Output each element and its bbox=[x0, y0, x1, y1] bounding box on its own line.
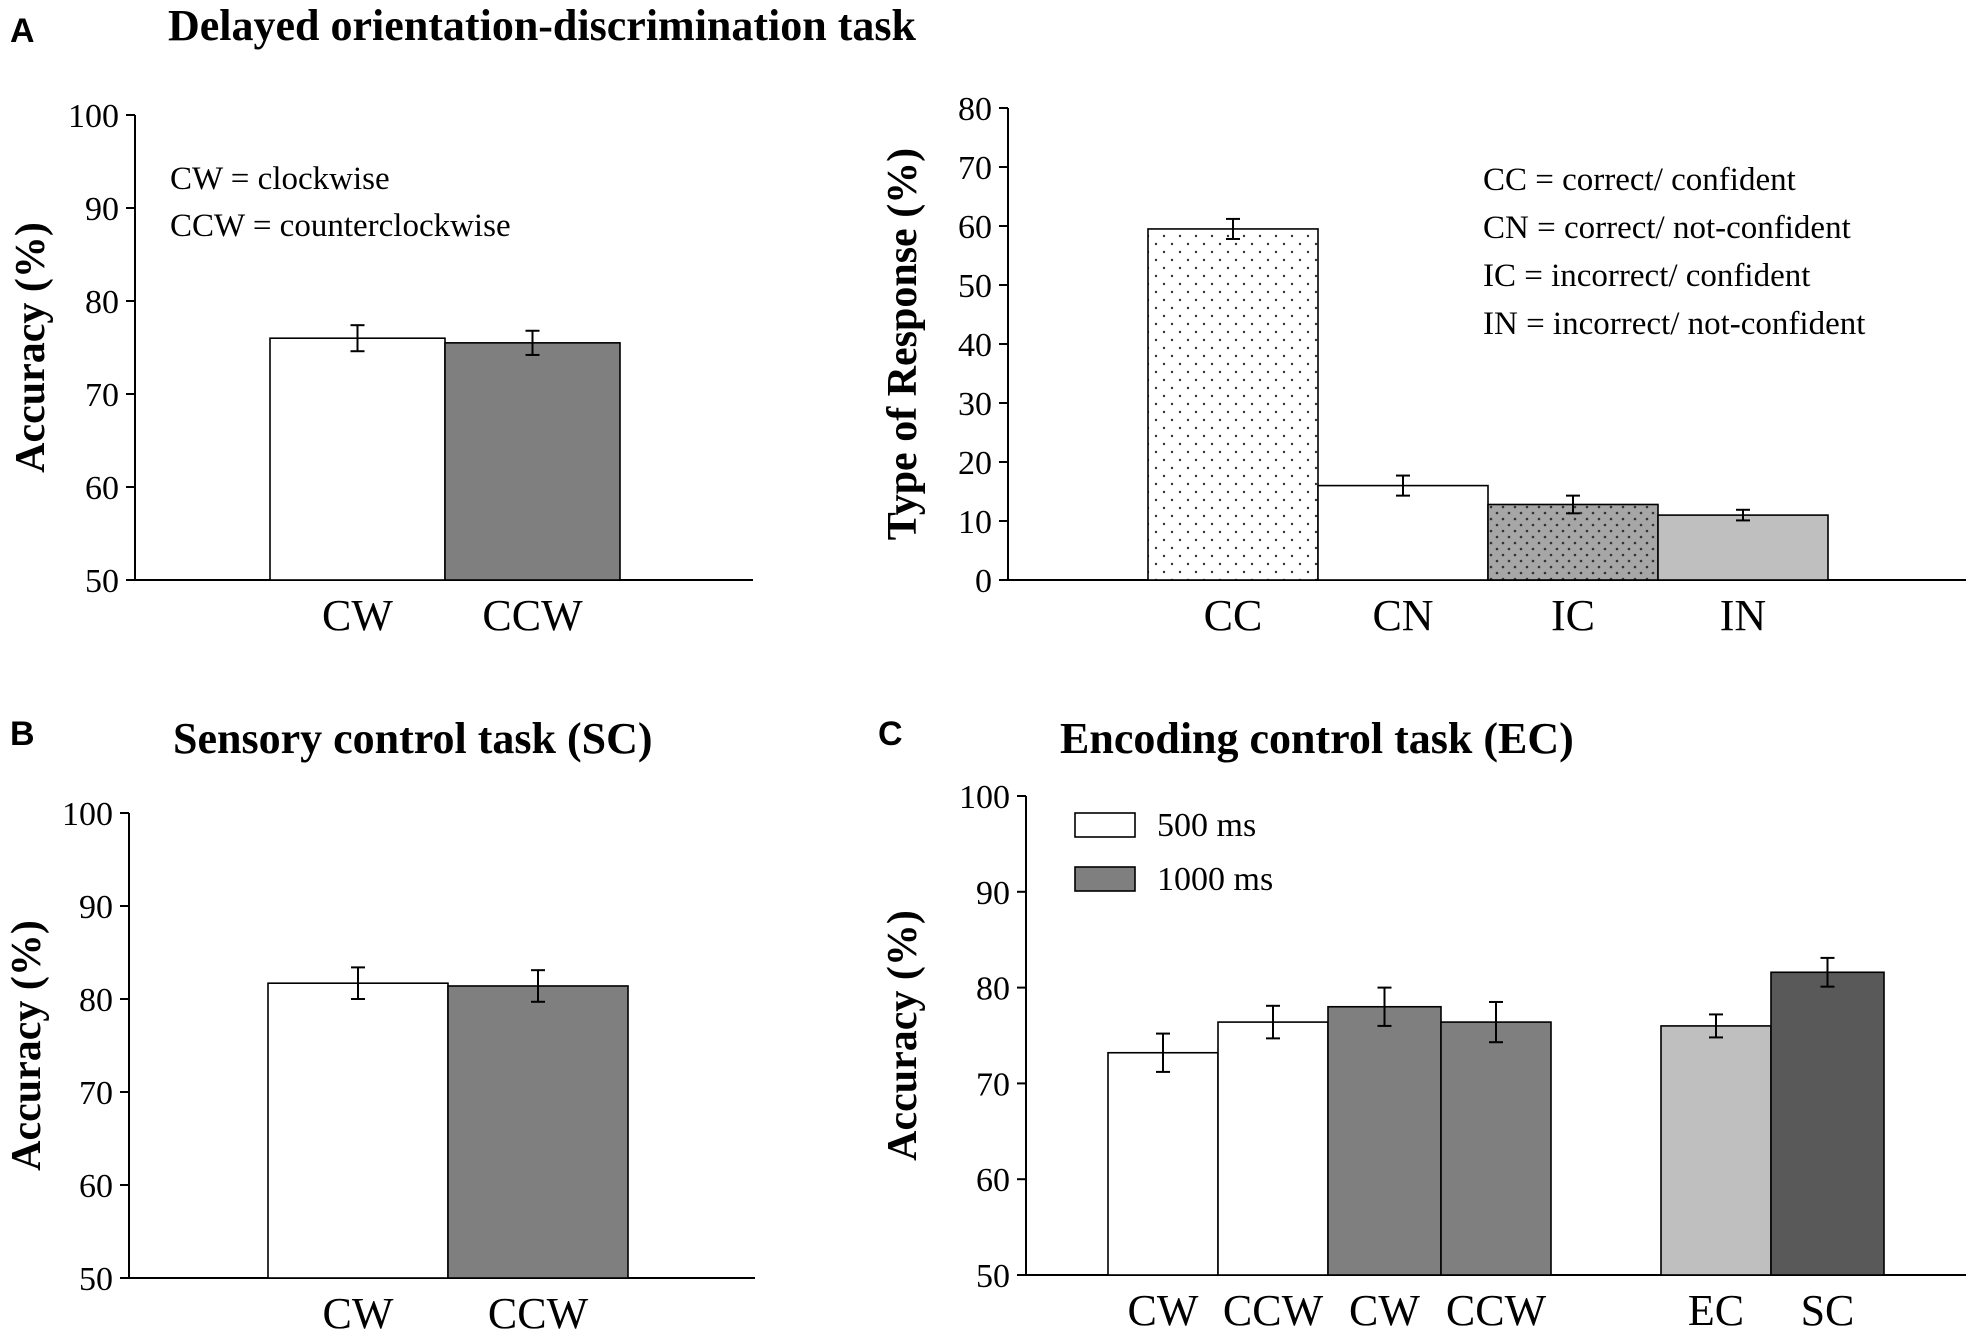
y-tick-label: 60 bbox=[85, 470, 119, 507]
bar-sc bbox=[1770, 971, 1885, 1276]
y-tick-label: 10 bbox=[958, 504, 992, 541]
x-tick-label: CW bbox=[323, 1289, 394, 1338]
bar-cc bbox=[1147, 228, 1319, 581]
bar-ccw bbox=[1440, 1021, 1552, 1276]
y-tick-label: 90 bbox=[85, 191, 119, 228]
legend-swatch bbox=[1074, 866, 1136, 892]
x-tick-label: CN bbox=[1372, 591, 1433, 640]
y-tick-label: 90 bbox=[79, 889, 113, 926]
legend-label: 500 ms bbox=[1157, 807, 1256, 844]
y-tick-label: 30 bbox=[958, 386, 992, 423]
bar-cw bbox=[1107, 1051, 1219, 1276]
panel-letter-c: C bbox=[878, 715, 903, 753]
x-tick-label: CCW bbox=[488, 1289, 589, 1338]
x-tick-label: IN bbox=[1720, 591, 1766, 640]
x-tick-label: SC bbox=[1801, 1286, 1855, 1335]
note-line: CW = clockwise bbox=[170, 161, 390, 197]
y-axis-label: Type of Response (%) bbox=[880, 148, 926, 540]
bar-cw bbox=[1327, 1005, 1442, 1276]
y-tick-label: 80 bbox=[85, 284, 119, 321]
bar-in bbox=[1657, 514, 1829, 581]
y-tick-label: 100 bbox=[68, 98, 119, 135]
y-tick-label: 100 bbox=[62, 796, 113, 833]
bar-cw bbox=[269, 337, 446, 581]
x-tick-label: EC bbox=[1688, 1286, 1744, 1335]
bar-ccw bbox=[1217, 1021, 1329, 1276]
y-tick-label: 60 bbox=[79, 1168, 113, 1205]
y-tick-label: 80 bbox=[79, 982, 113, 1019]
x-tick-label: IC bbox=[1551, 591, 1595, 640]
panel-title-b: Sensory control task (SC) bbox=[173, 714, 653, 763]
x-tick-label: CW bbox=[1128, 1286, 1199, 1335]
note-line: IC = incorrect/ confident bbox=[1483, 258, 1810, 294]
panel-letter-a: A bbox=[10, 12, 35, 50]
note-line: CCW = counterclockwise bbox=[170, 208, 511, 244]
legend-swatch bbox=[1074, 812, 1136, 838]
note-a1: CW = clockwise CCW = counterclockwise bbox=[170, 161, 511, 244]
y-tick-label: 40 bbox=[958, 327, 992, 364]
y-tick-label: 60 bbox=[958, 209, 992, 246]
y-tick-label: 50 bbox=[85, 563, 119, 600]
y-tick-label: 0 bbox=[975, 563, 992, 600]
y-axis-label: Accuracy (%) bbox=[4, 920, 50, 1171]
note-line: CC = correct/ confident bbox=[1483, 162, 1796, 198]
panel-title-c: Encoding control task (EC) bbox=[1060, 714, 1574, 763]
chart-c-accuracy: 50 60 70 80 90 100 Accuracy (%) CW CCW CW CCW EC SC bbox=[880, 779, 1966, 1335]
x-tick-label: CW bbox=[1349, 1286, 1420, 1335]
note-line: CN = correct/ not-confident bbox=[1483, 210, 1851, 246]
legend-c: 500 ms 1000 ms bbox=[1074, 807, 1273, 898]
y-tick-label: 60 bbox=[976, 1162, 1010, 1199]
y-tick-label: 90 bbox=[976, 875, 1010, 912]
y-tick-label: 80 bbox=[958, 91, 992, 128]
y-tick-label: 70 bbox=[85, 377, 119, 414]
y-tick-label: 70 bbox=[976, 1066, 1010, 1103]
bar-ic bbox=[1487, 503, 1659, 581]
bar-cn bbox=[1317, 484, 1489, 581]
x-tick-label: CCW bbox=[1223, 1286, 1324, 1335]
panel-title-a: Delayed orientation-discrimination task bbox=[168, 1, 917, 50]
y-tick-label: 70 bbox=[79, 1075, 113, 1112]
chart-a-accuracy: 50 60 70 80 90 100 Accuracy (%) CW CCW bbox=[8, 98, 753, 640]
note-line: IN = incorrect/ not-confident bbox=[1483, 306, 1865, 342]
y-axis-label: Accuracy (%) bbox=[880, 910, 926, 1161]
bar-ccw bbox=[444, 342, 621, 581]
y-tick-label: 80 bbox=[976, 971, 1010, 1008]
y-tick-label: 20 bbox=[958, 445, 992, 482]
x-tick-label: CC bbox=[1204, 591, 1263, 640]
bar-ccw bbox=[447, 985, 629, 1279]
y-tick-label: 50 bbox=[976, 1258, 1010, 1295]
chart-a-response-type: 0 10 20 30 40 50 60 70 80 Type of Response (%) CC C… bbox=[880, 91, 1966, 640]
y-tick-label: 50 bbox=[79, 1261, 113, 1298]
chart-b-accuracy: 50 60 70 80 90 100 Accuracy (%) CW CCW bbox=[4, 796, 755, 1338]
y-tick-label: 70 bbox=[958, 150, 992, 187]
bar-cw bbox=[267, 982, 449, 1279]
y-tick-label: 50 bbox=[958, 268, 992, 305]
legend-label: 1000 ms bbox=[1157, 861, 1273, 898]
x-tick-label: CCW bbox=[1446, 1286, 1547, 1335]
panel-letter-b: B bbox=[10, 715, 35, 753]
bar-ec bbox=[1660, 1025, 1772, 1276]
x-tick-label: CW bbox=[322, 591, 393, 640]
note-a2: CC = correct/ confident CN = correct/ no… bbox=[1483, 162, 1865, 342]
y-tick-label: 100 bbox=[959, 779, 1010, 816]
x-tick-label: CCW bbox=[482, 591, 583, 640]
y-axis-label: Accuracy (%) bbox=[8, 222, 54, 473]
